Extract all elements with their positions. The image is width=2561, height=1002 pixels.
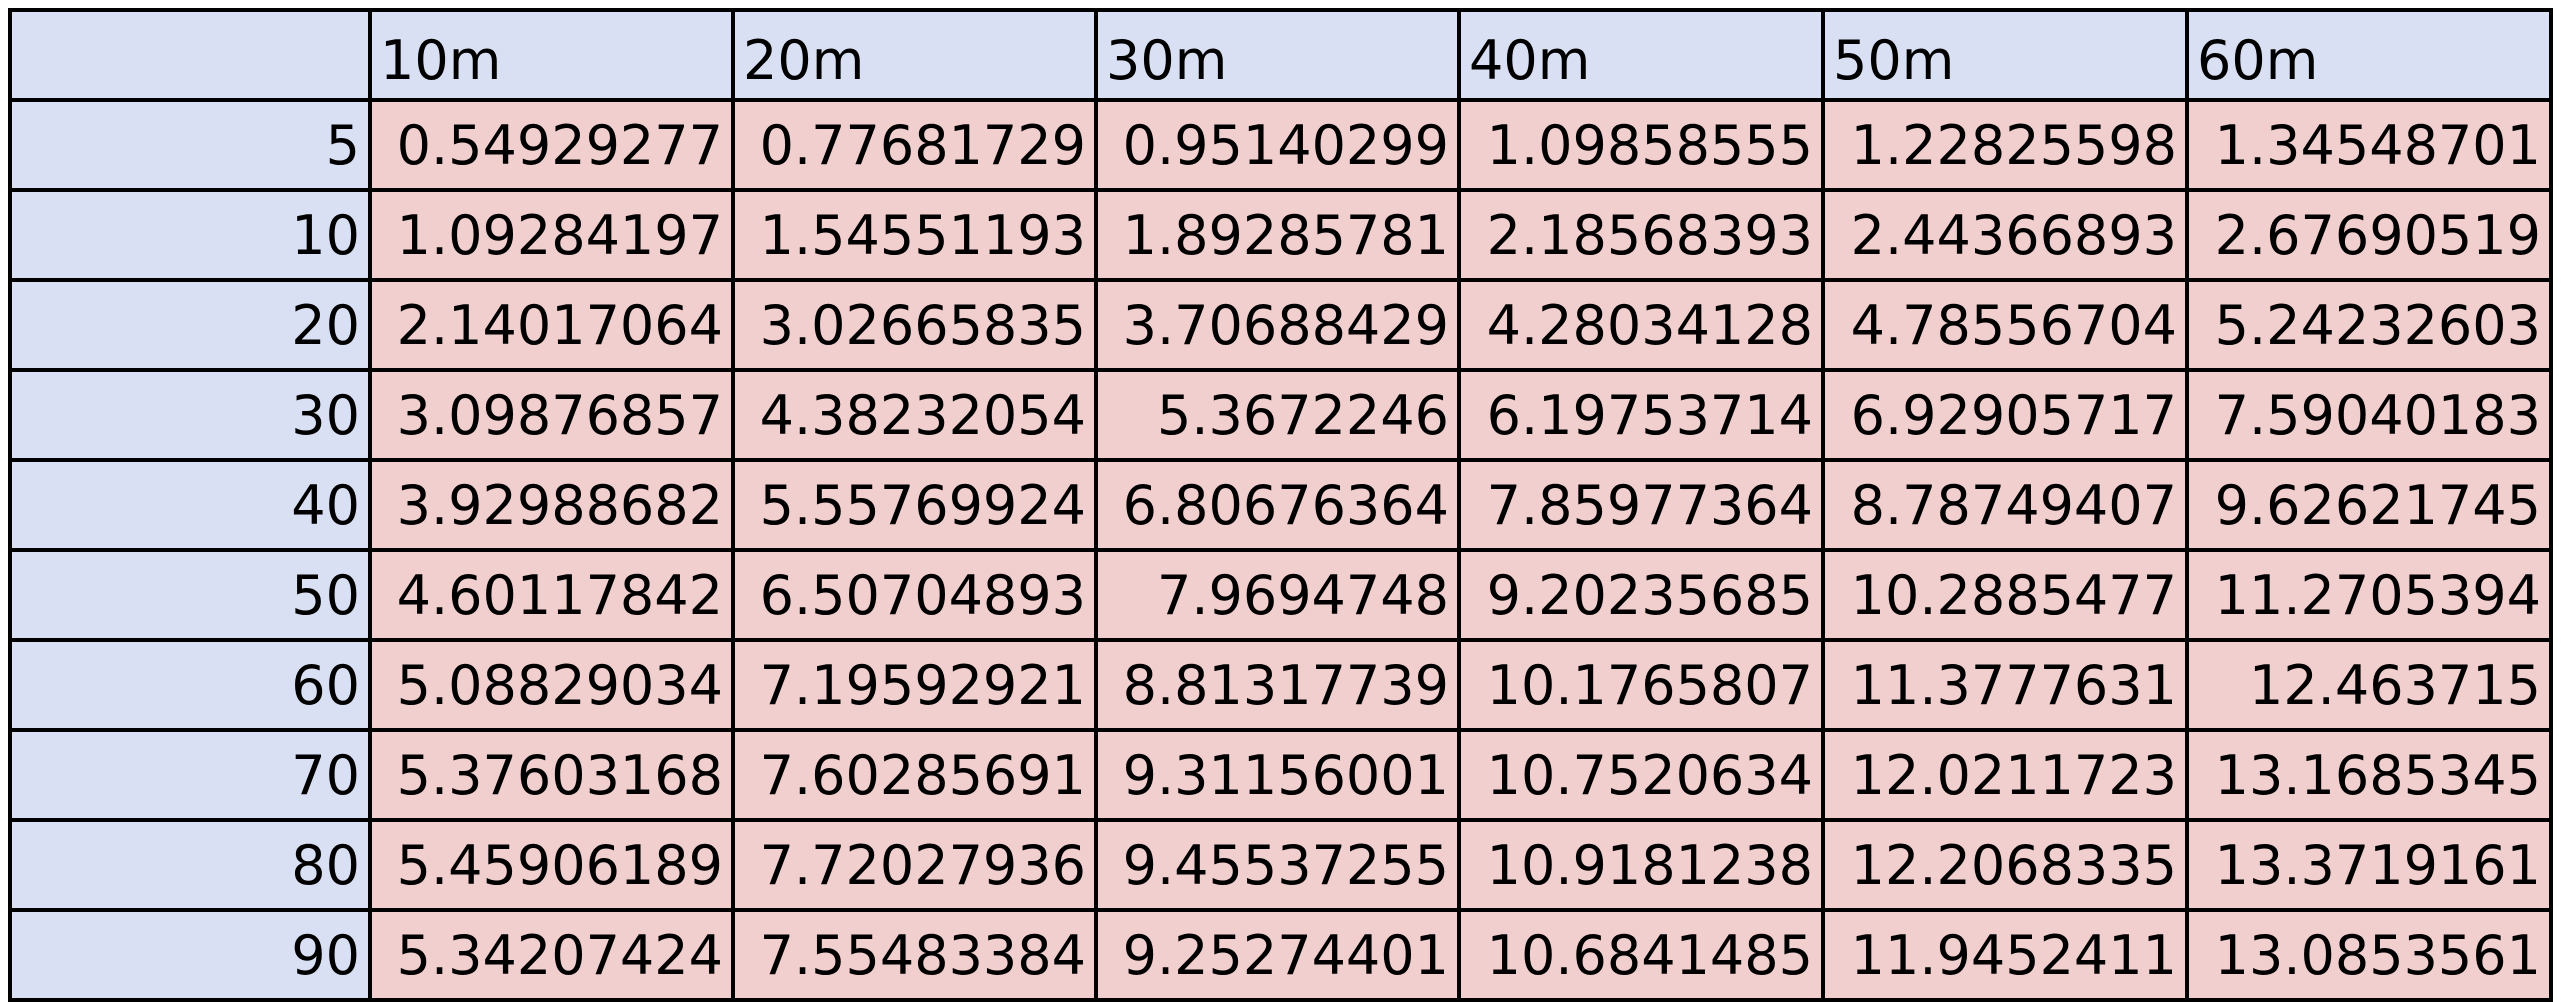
value-cell: 5.34207424 [368,908,735,1002]
value-cell: 5.55769924 [731,458,1098,552]
row-header: 20 [8,278,372,372]
table-row: 50 4.60117842 6.50704893 7.9694748 9.2023568… [8,548,2553,642]
value-cell: 2.67690519 [2185,188,2553,282]
value-cell: 3.92988682 [368,458,735,552]
value-cell: 2.44366893 [1821,188,2189,282]
value-cell: 7.19592921 [731,638,1098,732]
table-row: 90 5.34207424 7.55483384 9.25274401 10.68414… [8,908,2553,1002]
row-header: 30 [8,368,372,462]
column-header: 50m [1821,8,2189,102]
value-cell: 3.09876857 [368,368,735,462]
value-cell: 6.80676364 [1094,458,1461,552]
value-cell: 4.60117842 [368,548,735,642]
value-cell: 6.92905717 [1821,368,2189,462]
value-cell: 4.38232054 [731,368,1098,462]
value-cell: 13.3719161 [2185,818,2553,912]
value-cell: 5.24232603 [2185,278,2553,372]
header-row: 10m 20m 30m 40m 50m 60m [8,8,2553,102]
value-cell: 3.70688429 [1094,278,1461,372]
value-cell: 12.463715 [2185,638,2553,732]
row-header: 40 [8,458,372,552]
column-header: 40m [1457,8,1825,102]
value-cell: 1.89285781 [1094,188,1461,282]
value-cell: 7.60285691 [731,728,1098,822]
value-cell: 6.19753714 [1457,368,1825,462]
value-cell: 2.18568393 [1457,188,1825,282]
value-cell: 7.55483384 [731,908,1098,1002]
value-cell: 10.7520634 [1457,728,1825,822]
table-row: 5 0.54929277 0.77681729 0.95140299 1.0985855… [8,98,2553,192]
row-header: 10 [8,188,372,282]
column-header: 60m [2185,8,2553,102]
column-header: 30m [1094,8,1461,102]
value-cell: 7.72027936 [731,818,1098,912]
value-cell: 9.31156001 [1094,728,1461,822]
value-cell: 10.9181238 [1457,818,1825,912]
value-cell: 4.28034128 [1457,278,1825,372]
row-header: 90 [8,908,372,1002]
value-cell: 0.95140299 [1094,98,1461,192]
value-cell: 7.9694748 [1094,548,1461,642]
value-cell: 10.1765807 [1457,638,1825,732]
row-header: 70 [8,728,372,822]
value-cell: 7.85977364 [1457,458,1825,552]
table-row: 70 5.37603168 7.60285691 9.31156001 10.75206… [8,728,2553,822]
value-cell: 5.37603168 [368,728,735,822]
table-row: 80 5.45906189 7.72027936 9.45537255 10.91812… [8,818,2553,912]
value-cell: 5.08829034 [368,638,735,732]
value-cell: 2.14017064 [368,278,735,372]
value-cell: 0.77681729 [731,98,1098,192]
column-header: 20m [731,8,1098,102]
row-header: 80 [8,818,372,912]
value-cell: 8.81317739 [1094,638,1461,732]
value-cell: 7.59040183 [2185,368,2553,462]
value-cell: 13.0853561 [2185,908,2553,1002]
table-row: 20 2.14017064 3.02665835 3.70688429 4.280341… [8,278,2553,372]
table-row: 10 1.09284197 1.54551193 1.89285781 2.185683… [8,188,2553,282]
value-cell: 11.9452411 [1821,908,2189,1002]
value-cell: 9.25274401 [1094,908,1461,1002]
value-cell: 1.09858555 [1457,98,1825,192]
value-cell: 10.2885477 [1821,548,2189,642]
row-header: 50 [8,548,372,642]
table-body: 10m 20m 30m 40m 50m 60m 5 0.54929277 0.776… [8,8,2553,1002]
value-cell: 9.62621745 [2185,458,2553,552]
column-header: 10m [368,8,735,102]
table-row: 40 3.92988682 5.55769924 6.80676364 7.859773… [8,458,2553,552]
value-cell: 6.50704893 [731,548,1098,642]
value-cell: 11.2705394 [2185,548,2553,642]
value-cell: 11.3777631 [1821,638,2189,732]
value-cell: 12.0211723 [1821,728,2189,822]
value-cell: 5.45906189 [368,818,735,912]
value-cell: 5.3672246 [1094,368,1461,462]
corner-cell [8,8,372,102]
value-cell: 1.09284197 [368,188,735,282]
value-cell: 9.45537255 [1094,818,1461,912]
value-cell: 1.54551193 [731,188,1098,282]
value-cell: 9.20235685 [1457,548,1825,642]
value-cell: 8.78749407 [1821,458,2189,552]
data-table: 10m 20m 30m 40m 50m 60m 5 0.54929277 0.776… [8,8,2553,1002]
value-cell: 1.22825598 [1821,98,2189,192]
value-cell: 1.34548701 [2185,98,2553,192]
value-cell: 13.1685345 [2185,728,2553,822]
value-cell: 12.2068335 [1821,818,2189,912]
table-row: 60 5.08829034 7.19592921 8.81317739 10.17658… [8,638,2553,732]
value-cell: 10.6841485 [1457,908,1825,1002]
value-cell: 0.54929277 [368,98,735,192]
value-cell: 3.02665835 [731,278,1098,372]
row-header: 5 [8,98,372,192]
row-header: 60 [8,638,372,732]
value-cell: 4.78556704 [1821,278,2189,372]
table-row: 30 3.09876857 4.38232054 5.3672246 6.1975371… [8,368,2553,462]
